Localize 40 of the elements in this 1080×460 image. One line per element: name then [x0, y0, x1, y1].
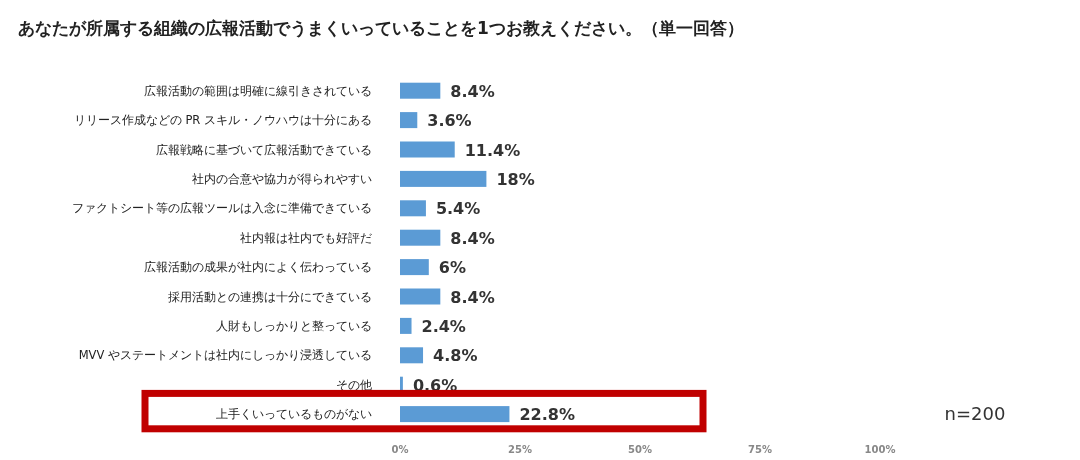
- bar: [400, 259, 429, 276]
- x-tick-label: 50%: [628, 443, 652, 455]
- data-label: 22.8%: [519, 405, 575, 425]
- y-tick-label: 人財もしっかりと整っている: [216, 318, 372, 333]
- bar: [400, 141, 455, 158]
- y-tick-label: 上手くいっているものがない: [216, 407, 372, 422]
- data-label: 3.6%: [427, 111, 472, 131]
- y-tick-label: 広報戦略に基づいて広報活動できている: [156, 142, 372, 157]
- y-tick-label: 広報活動の成果が社内によく伝わっている: [144, 260, 372, 275]
- data-label: 8.4%: [450, 81, 495, 101]
- x-tick-label: 75%: [748, 443, 772, 455]
- y-tick-label: ファクトシート等の広報ツールは入念に準備できている: [72, 201, 372, 216]
- y-tick-label: MVV やステートメントは社内にしっかり浸透している: [78, 348, 372, 363]
- y-tick-label: 採用活動との連携は十分にできている: [168, 289, 372, 304]
- data-label: 11.4%: [464, 140, 521, 160]
- data-label: 8.4%: [450, 228, 495, 248]
- chart-title: あなたが所属する組織の広報活動でうまくいっていることを1つお教えください。（単一回答）: [18, 18, 744, 38]
- data-label: 18%: [496, 169, 535, 189]
- bar: [400, 112, 418, 129]
- x-tick-label: 100%: [864, 443, 896, 455]
- bar: [400, 406, 510, 423]
- bar: [400, 317, 412, 334]
- y-tick-label: 広報活動の範囲は明確に線引きされている: [144, 83, 372, 98]
- text: n=200: [944, 403, 1006, 425]
- bar: [400, 170, 487, 187]
- bar: [400, 200, 426, 217]
- bar: [400, 82, 441, 99]
- bar: [400, 288, 441, 305]
- y-tick-label: 社内報は社内でも好評だ: [240, 230, 372, 245]
- data-label: 5.4%: [435, 199, 481, 219]
- bar: [400, 347, 424, 364]
- x-tick-label: 0%: [391, 443, 409, 455]
- y-tick-label: 社内の合意や協力が得られやすい: [192, 171, 372, 186]
- data-label: 4.8%: [433, 346, 478, 366]
- x-tick-label: 25%: [508, 443, 532, 455]
- data-label: 8.4%: [450, 287, 495, 307]
- data-label: 2.4%: [421, 316, 466, 336]
- data-label: 6%: [438, 258, 466, 278]
- bar: [400, 229, 441, 246]
- y-tick-label: リリース作成などの PR スキル・ノウハウは十分にある: [73, 113, 372, 128]
